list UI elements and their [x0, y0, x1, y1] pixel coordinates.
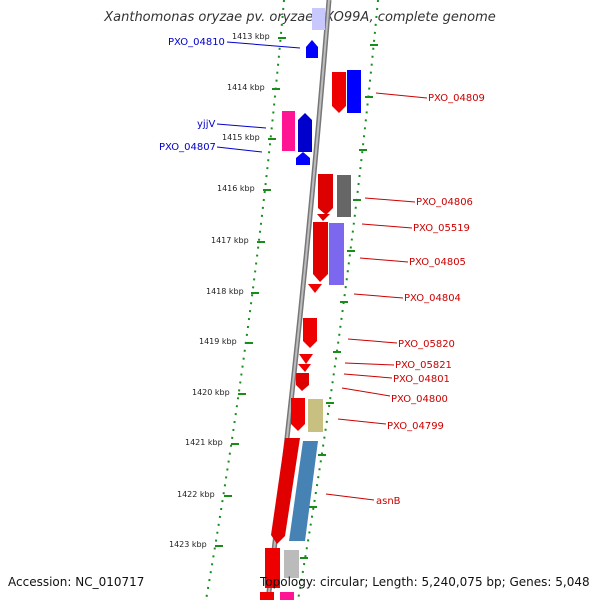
- tick-label: 1420 kbp: [192, 388, 230, 397]
- right-labels: PXO_04809 PXO_04806 PXO_05519 PXO_04805 …: [325, 92, 485, 507]
- guide-outer-right: [297, 0, 379, 600]
- genome-summary: Topology: circular; Length: 5,240,075 bp…: [260, 575, 590, 589]
- tick-label: 1416 kbp: [217, 184, 255, 193]
- leader-line: [353, 293, 404, 299]
- leader-line: [359, 257, 409, 263]
- leader-line: [344, 362, 395, 366]
- leader-line: [226, 41, 301, 49]
- gene-label[interactable]: PXO_04799: [387, 421, 444, 432]
- gene-forward[interactable]: [332, 72, 346, 113]
- gene-reverse[interactable]: [312, 8, 325, 30]
- tick-group: 1413 kbp 1414 kbp 1415 kbp 1416 kbp 1417…: [169, 32, 286, 549]
- gene-forward[interactable]: [308, 284, 322, 293]
- leader-line: [343, 373, 393, 379]
- gene-purple[interactable]: [329, 223, 344, 285]
- gene-pink[interactable]: [280, 592, 294, 600]
- tick-label: 1415 kbp: [222, 133, 260, 142]
- gene-steelblue[interactable]: [289, 441, 318, 541]
- gene-forward[interactable]: [296, 373, 309, 391]
- gene-label[interactable]: PXO_04809: [428, 93, 485, 104]
- gene-forward[interactable]: [303, 318, 317, 348]
- leader-line: [375, 92, 428, 99]
- leader-line: [337, 418, 387, 425]
- gene-forward[interactable]: [265, 548, 280, 588]
- gene-forward[interactable]: [298, 364, 311, 372]
- gene-label[interactable]: asnB: [376, 496, 401, 507]
- gene-forward[interactable]: [260, 592, 274, 600]
- gene-forward[interactable]: [291, 398, 305, 431]
- gene-forward[interactable]: [313, 222, 328, 282]
- gene-pink[interactable]: [282, 111, 295, 151]
- gene-forward[interactable]: [317, 214, 330, 221]
- tick-label: 1419 kbp: [199, 337, 237, 346]
- genes: [260, 40, 361, 600]
- leader-line: [216, 123, 267, 129]
- gene-label[interactable]: PXO_04800: [391, 394, 448, 405]
- guide-outer-left: [205, 0, 285, 600]
- tick-label: 1423 kbp: [169, 540, 207, 549]
- tick-label: 1413 kbp: [232, 32, 270, 41]
- gene-forward[interactable]: [318, 174, 333, 215]
- leader-line: [216, 146, 263, 153]
- leader-line: [361, 223, 413, 229]
- tick-label: 1414 kbp: [227, 83, 265, 92]
- gene-forward[interactable]: [271, 438, 300, 544]
- gene-gray[interactable]: [337, 175, 351, 217]
- gene-reverse[interactable]: [296, 152, 310, 165]
- leader-line: [325, 493, 375, 501]
- leader-line: [341, 387, 391, 397]
- gene-label[interactable]: PXO_04810: [168, 37, 225, 48]
- gene-label[interactable]: PXO_04801: [393, 374, 450, 385]
- gene-label[interactable]: PXO_04805: [409, 257, 466, 268]
- gene-label[interactable]: PXO_04804: [404, 293, 461, 304]
- left-labels: PXO_04810 yjjV PXO_04807: [159, 37, 301, 153]
- gene-label[interactable]: yjjV: [197, 119, 215, 130]
- gene-reverse[interactable]: [298, 113, 312, 152]
- tick-label: 1417 kbp: [211, 236, 249, 245]
- tick-label: 1418 kbp: [206, 287, 244, 296]
- gene-label[interactable]: PXO_05821: [395, 360, 452, 371]
- gene-label[interactable]: PXO_05820: [398, 339, 455, 350]
- tick-label: 1422 kbp: [177, 490, 215, 499]
- inner-ticks: [300, 44, 378, 559]
- gene-label[interactable]: PXO_04807: [159, 142, 216, 153]
- tick-label: 1421 kbp: [185, 438, 223, 447]
- leader-line: [364, 197, 416, 203]
- gene-lightgray[interactable]: [284, 550, 299, 578]
- leader-line: [347, 338, 398, 344]
- gene-olive[interactable]: [308, 399, 323, 432]
- gene-label[interactable]: PXO_04806: [416, 197, 473, 208]
- gene-reverse[interactable]: [306, 40, 318, 58]
- gene-label[interactable]: PXO_05519: [413, 223, 470, 234]
- accession-label: Accession: NC_010717: [8, 575, 145, 589]
- gene-reverse[interactable]: [347, 70, 361, 113]
- page-title: Xanthomonas oryzae pv. oryzae PXO99A, co…: [104, 10, 496, 25]
- gene-forward[interactable]: [299, 354, 313, 364]
